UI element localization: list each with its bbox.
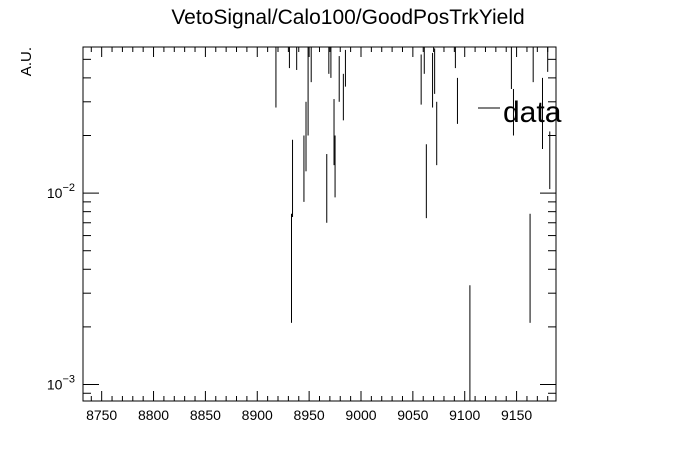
x-tick-label: 9100: [449, 407, 480, 423]
x-tick-label: 8900: [242, 407, 273, 423]
x-axis-ticks: 8750 8800 8850 8900 8950 9000 9050 9100 9150: [86, 47, 549, 423]
x-tick-label: 8750: [86, 407, 117, 423]
chart-title: VetoSignal/Calo100/GoodPosTrkYield: [171, 6, 524, 29]
y-axis-label: A.U.: [18, 47, 35, 76]
y-axis-ticks: 10−2 10−3: [47, 58, 556, 394]
x-tick-label: 9150: [501, 407, 532, 423]
legend: data: [478, 96, 562, 129]
x-tick-label: 9050: [397, 407, 428, 423]
y-tick-label: 10−3: [47, 374, 75, 393]
y-tick-label: 10−2: [47, 182, 75, 201]
data-series: [275, 47, 551, 401]
legend-label: data: [503, 96, 562, 129]
x-tick-label: 8800: [138, 407, 169, 423]
plot-frame: [82, 46, 557, 402]
x-tick-label: 9000: [345, 407, 376, 423]
x-tick-label: 8950: [294, 407, 325, 423]
x-tick-label: 8850: [190, 407, 221, 423]
